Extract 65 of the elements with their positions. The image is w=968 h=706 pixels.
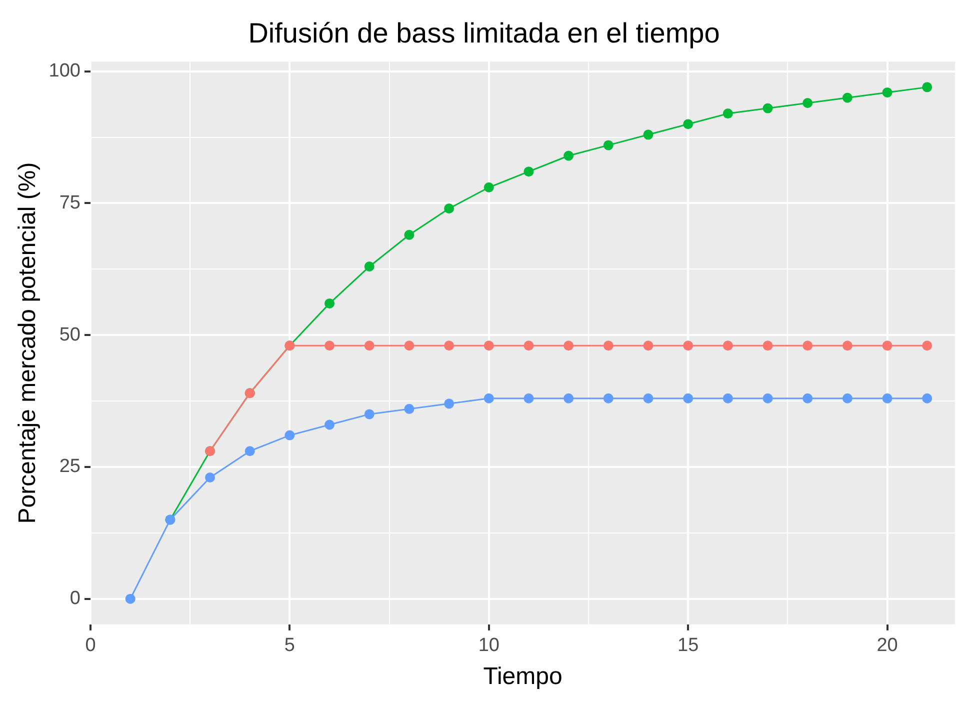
point xyxy=(404,404,414,414)
x-tick-label: 15 xyxy=(678,635,699,656)
point xyxy=(603,393,614,404)
x-tick-label: 20 xyxy=(876,635,898,656)
chart-title: Difusión de bass limitada en el tiempo xyxy=(248,18,720,49)
point xyxy=(404,340,414,351)
point xyxy=(802,98,813,108)
point xyxy=(922,340,932,351)
y-tick-label: 50 xyxy=(59,324,80,346)
point xyxy=(882,393,892,404)
point xyxy=(564,150,574,161)
point xyxy=(564,393,574,404)
y-tick-label: 75 xyxy=(59,192,80,214)
point xyxy=(722,108,733,119)
point xyxy=(683,340,694,351)
point xyxy=(762,340,773,351)
point xyxy=(762,103,773,114)
point xyxy=(324,298,335,308)
point xyxy=(205,472,216,483)
point xyxy=(484,182,494,192)
point xyxy=(444,340,454,351)
point xyxy=(643,393,654,404)
point xyxy=(802,340,813,351)
point xyxy=(284,430,295,440)
point xyxy=(683,119,694,130)
point xyxy=(524,166,534,177)
point xyxy=(882,340,892,351)
y-tick-label: 25 xyxy=(59,456,80,478)
point xyxy=(444,204,454,214)
point xyxy=(643,130,654,140)
point xyxy=(244,446,255,456)
point xyxy=(564,340,574,351)
point xyxy=(922,82,932,92)
point xyxy=(643,340,654,351)
point xyxy=(364,340,374,351)
point xyxy=(842,340,852,351)
point xyxy=(524,393,534,404)
point xyxy=(404,230,414,240)
point xyxy=(484,393,494,404)
point xyxy=(722,340,733,351)
y-axis-title: Porcentaje mercado potencial (%) xyxy=(14,162,42,524)
point xyxy=(722,393,733,404)
point xyxy=(364,262,374,272)
point xyxy=(324,420,335,430)
point xyxy=(364,409,374,420)
point xyxy=(324,340,335,351)
point xyxy=(842,393,852,404)
point xyxy=(842,92,852,103)
point xyxy=(603,140,614,150)
point xyxy=(802,393,813,404)
point xyxy=(444,398,454,409)
point xyxy=(683,393,694,404)
point xyxy=(524,340,534,351)
point xyxy=(882,87,892,98)
point xyxy=(125,594,136,604)
y-tick-label: 0 xyxy=(70,588,80,610)
point xyxy=(484,340,494,351)
x-tick-label: 0 xyxy=(85,635,96,656)
y-tick-label: 100 xyxy=(48,60,80,82)
x-axis-title: Tiempo xyxy=(483,663,562,690)
x-tick-label: 5 xyxy=(284,635,295,656)
point xyxy=(762,393,773,404)
point xyxy=(922,393,932,404)
x-tick-label: 10 xyxy=(478,635,500,656)
point xyxy=(603,340,614,351)
